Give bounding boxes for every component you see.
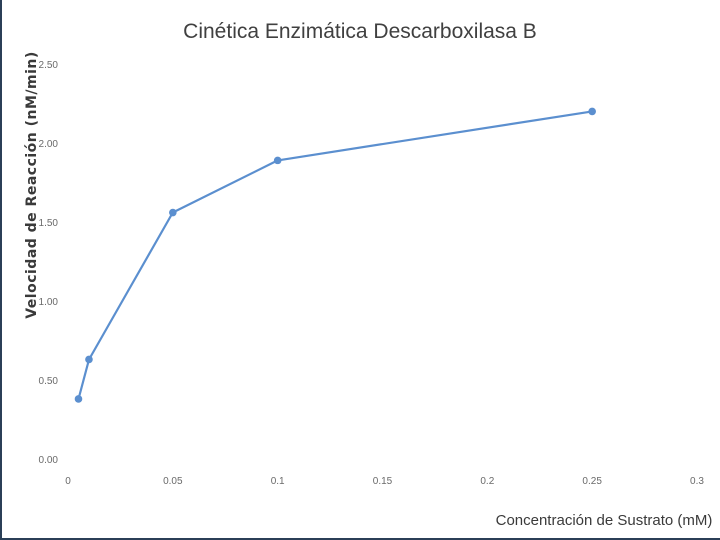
- y-tick-label: 1.50: [39, 218, 59, 229]
- x-tick-label: 0.1: [271, 476, 285, 487]
- x-tick-label: 0.05: [163, 476, 183, 487]
- x-tick-label: 0.25: [582, 476, 602, 487]
- y-tick-labels: 0.00 0.50 1.00 1.50 2.00 2.50: [39, 60, 59, 466]
- y-tick-label: 1.00: [39, 297, 59, 308]
- data-point: [169, 208, 177, 217]
- series-group: [74, 107, 596, 403]
- data-point: [74, 395, 83, 403]
- y-tick-label: 2.50: [39, 60, 59, 71]
- x-tick-label: 0.15: [373, 476, 393, 487]
- y-axis-label: Velocidad de Reacción (nM/min): [24, 51, 40, 319]
- y-tick-label: 0.00: [39, 455, 59, 466]
- x-axis-label: Concentración de Sustrato (mM): [496, 512, 713, 529]
- series-line: [77, 110, 593, 400]
- data-point: [273, 156, 282, 165]
- y-tick-label: 2.00: [39, 139, 59, 150]
- x-tick-labels: 0 0.05 0.1 0.15 0.2 0.25 0.3: [65, 476, 704, 487]
- y-tick-label: 0.50: [39, 376, 59, 387]
- x-tick-label: 0: [65, 476, 71, 487]
- x-tick-label: 0.2: [480, 476, 494, 487]
- data-point: [85, 355, 93, 364]
- x-tick-label: 0.3: [690, 476, 704, 487]
- chart-title: Cinética Enzimática Descarboxilasa B: [183, 20, 537, 43]
- data-point: [588, 107, 596, 116]
